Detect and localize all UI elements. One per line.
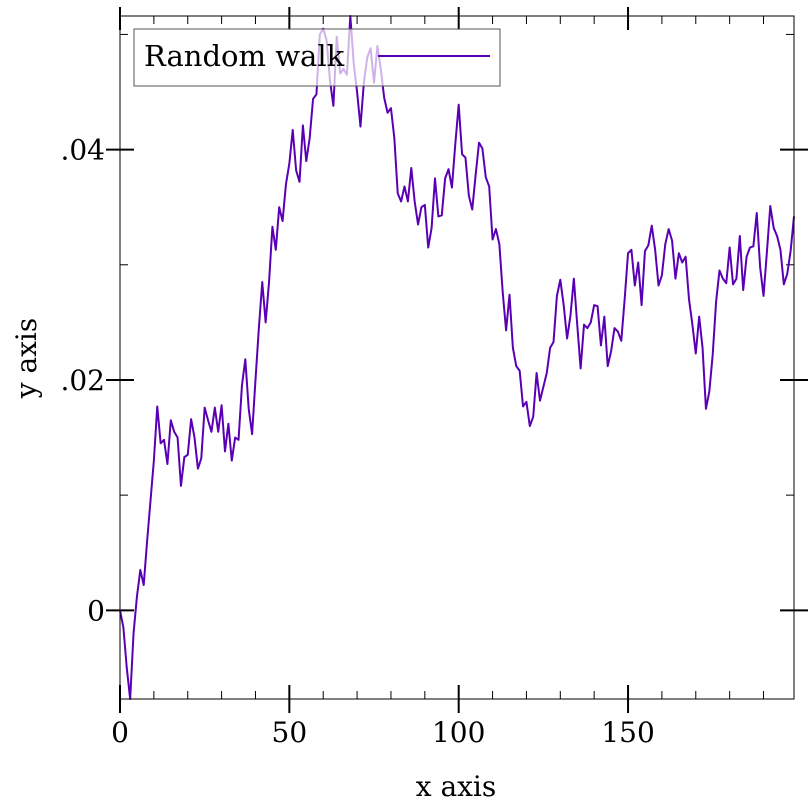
x-tick-label: 150 bbox=[601, 716, 654, 749]
plot-frame bbox=[119, 15, 795, 700]
legend-box bbox=[133, 28, 501, 87]
y-axis-label: y axis bbox=[10, 318, 43, 400]
y-tick-labels: 0 .02 .04 bbox=[60, 134, 105, 628]
legend-label-random-walk: Random walk bbox=[144, 39, 345, 73]
x-tick-label: 50 bbox=[272, 716, 308, 749]
x-axis-label: x axis bbox=[416, 770, 497, 803]
series-line-random-walk bbox=[119, 15, 795, 700]
legend: Random walk bbox=[133, 28, 501, 87]
x-tick-label: 100 bbox=[432, 716, 485, 749]
x-tick-labels: 0 50 100 150 bbox=[111, 716, 655, 749]
y-minor-ticks bbox=[120, 33, 794, 496]
x-minor-ticks bbox=[153, 16, 765, 699]
y-tick-label: .02 bbox=[60, 364, 105, 397]
series-layer bbox=[119, 15, 795, 700]
y-tick-label: 0 bbox=[87, 594, 105, 627]
x-tick-label: 0 bbox=[111, 716, 129, 749]
y-tick-label: .04 bbox=[60, 134, 105, 167]
